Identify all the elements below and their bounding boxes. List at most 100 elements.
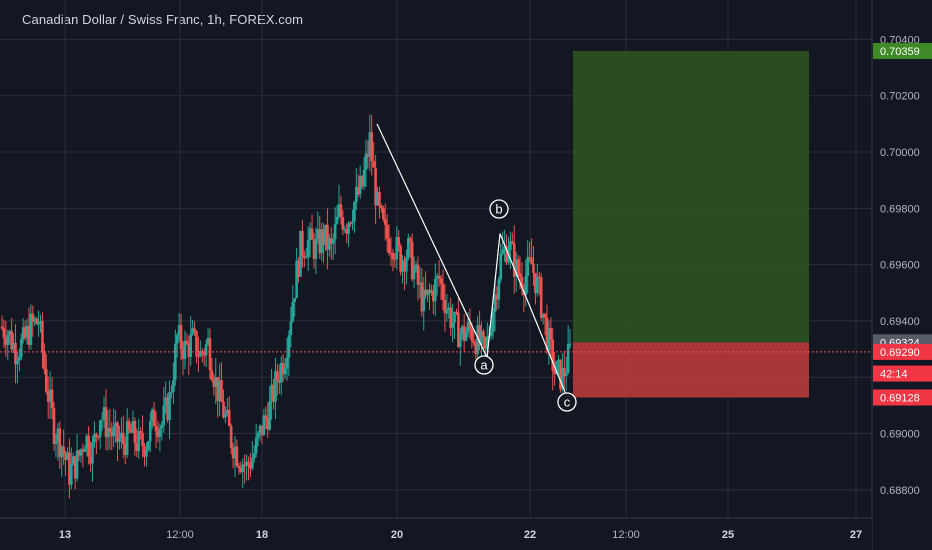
candle-body: [110, 432, 114, 437]
candle-body: [553, 370, 556, 375]
long-position-tool[interactable]: [573, 50, 809, 398]
profit-target-zone[interactable]: [573, 50, 809, 343]
candle-body: [320, 229, 323, 254]
candle-body: [276, 371, 279, 381]
price-tick-label: 0.70200: [880, 91, 920, 103]
candle-body: [437, 275, 441, 279]
wave-label-circle: [557, 392, 577, 412]
candle-body: [339, 204, 343, 218]
candle-body: [561, 368, 564, 390]
candle-body: [199, 350, 202, 357]
candle-body: [312, 239, 316, 259]
candle-body: [381, 208, 385, 220]
candle-body: [147, 441, 150, 451]
candle-body: [33, 318, 37, 322]
candle-body: [260, 425, 264, 436]
candle-body: [91, 442, 94, 464]
price-tag[interactable]: 0.69290: [873, 343, 932, 360]
price-tag[interactable]: 42:14: [873, 365, 932, 382]
candle-body: [355, 186, 358, 203]
time-tick-label: 12:00: [166, 529, 194, 541]
candle-body: [372, 161, 375, 168]
candle-body: [283, 368, 287, 375]
price-tag[interactable]: 0.69128: [873, 389, 932, 406]
stop-loss-zone[interactable]: [573, 342, 809, 398]
candle-body: [208, 338, 212, 371]
candle-body: [395, 236, 399, 260]
candle-body: [464, 332, 468, 341]
candle-body: [89, 456, 92, 464]
price-tick-label: 0.69600: [880, 260, 920, 272]
candle-body: [270, 384, 273, 402]
candle-body: [503, 246, 506, 250]
candle-body: [295, 260, 298, 299]
candle-body: [489, 332, 493, 336]
candle-body: [43, 352, 46, 370]
candle-body: [62, 446, 65, 454]
candle-body: [220, 380, 223, 402]
wave-label-b[interactable]: b: [489, 199, 509, 219]
candle-body: [476, 325, 479, 354]
candle-body: [516, 259, 520, 274]
candle-body: [281, 362, 285, 375]
candle-body: [10, 331, 13, 350]
candle-body: [39, 321, 42, 324]
candle-body: [123, 443, 127, 456]
candle-body: [433, 278, 437, 302]
abc-wave-drawing[interactable]: a b c: [376, 123, 577, 412]
candle-body: [251, 458, 254, 469]
candle-body: [403, 260, 406, 272]
candle-body: [104, 407, 108, 438]
candle-body: [526, 256, 530, 276]
candle-body: [125, 421, 129, 456]
candle-body: [229, 426, 233, 448]
candle-body: [451, 322, 454, 328]
candle-body: [35, 318, 38, 325]
candle-body: [368, 132, 372, 157]
wave-trendline[interactable]: [376, 123, 568, 398]
candle-body: [385, 224, 389, 239]
price-tag-bg: [873, 389, 932, 406]
candle-body: [139, 431, 142, 433]
candle-body: [362, 169, 366, 187]
candle-body: [210, 370, 214, 380]
candle-body: [277, 380, 281, 383]
candle-body: [364, 153, 368, 170]
price-tag-bg: [873, 42, 932, 59]
time-axis[interactable]: 13 12:00 18 20 22 12:00 25 27: [0, 517, 872, 550]
candle-body: [314, 239, 318, 259]
candle-body: [547, 327, 551, 351]
candle-body: [279, 362, 283, 383]
candle-body: [306, 239, 310, 258]
wave-label-text: b: [495, 202, 502, 217]
candle-body: [518, 273, 522, 278]
candle-body: [485, 336, 489, 349]
candle-body: [484, 337, 487, 349]
candle-body: [457, 312, 460, 348]
price-tick-label: 0.69800: [880, 203, 920, 215]
candle-body: [562, 368, 566, 376]
candle-body: [289, 321, 293, 336]
wave-label-a[interactable]: a: [474, 355, 494, 375]
candle-body: [252, 453, 256, 459]
candle-body: [511, 241, 514, 244]
candle-body: [505, 246, 508, 263]
candle-body: [112, 426, 115, 437]
candle-body: [420, 282, 424, 312]
candle-body: [299, 230, 302, 277]
wave-label-c[interactable]: c: [557, 392, 577, 412]
candle-body: [512, 243, 516, 277]
candle-body: [216, 377, 219, 402]
wave-label-circle: [474, 355, 494, 375]
price-tag-bg: [873, 343, 932, 360]
price-axis[interactable]: 0.704000.702000.700000.698000.696000.694…: [871, 0, 932, 550]
price-tag[interactable]: 0.70359: [873, 42, 932, 59]
candle-body: [534, 273, 537, 294]
time-axis-bg: [0, 518, 872, 550]
price-tag-text: 0.69128: [880, 393, 920, 405]
candle-body: [75, 450, 79, 479]
candle-body: [380, 205, 383, 209]
candle-body: [237, 465, 241, 469]
